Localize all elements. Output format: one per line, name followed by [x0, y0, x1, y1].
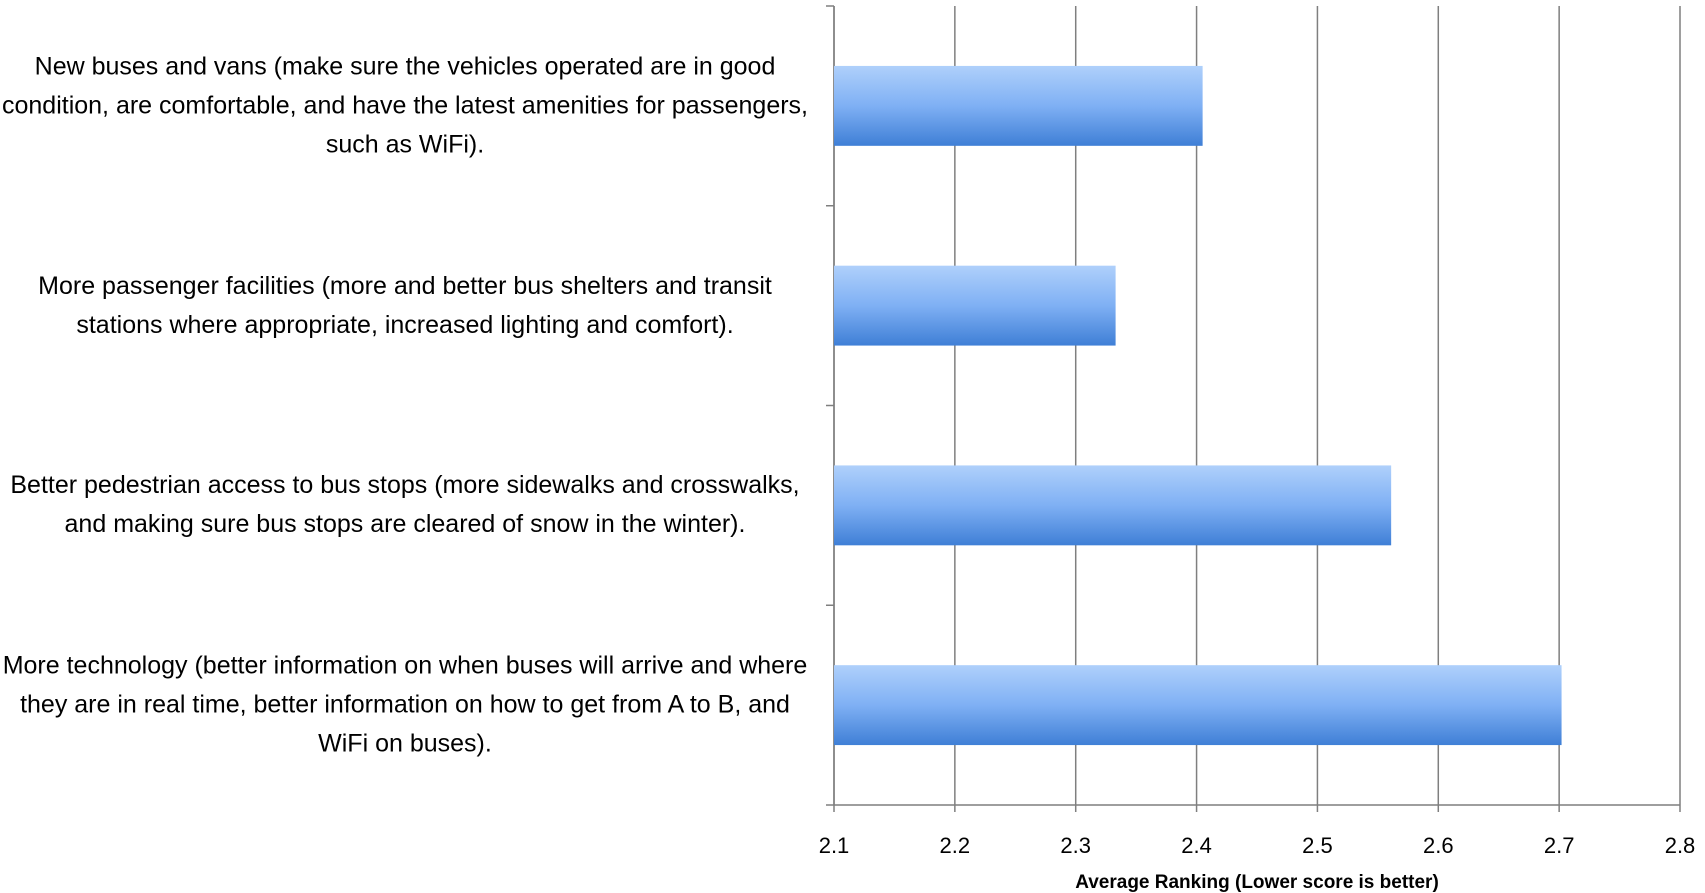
bar	[834, 65, 1203, 146]
x-tick-label: 2.5	[1302, 833, 1333, 858]
x-tick-label: 2.4	[1181, 833, 1212, 858]
x-tick-label: 2.7	[1544, 833, 1575, 858]
y-tick-label: Better pedestrian access to bus stops (m…	[10, 471, 800, 539]
bar	[834, 265, 1116, 346]
y-tick-label: New buses and vans (make sure the vehicl…	[1, 52, 809, 159]
bar	[834, 665, 1562, 746]
x-tick-label: 2.2	[940, 833, 971, 858]
x-tick-label: 2.3	[1060, 833, 1091, 858]
y-tick-label: More passenger facilities (more and bett…	[38, 271, 772, 339]
x-axis-label: Average Ranking (Lower score is better)	[1075, 872, 1439, 893]
x-tick-label: 2.8	[1665, 833, 1696, 858]
x-tick-label: 2.1	[819, 833, 850, 858]
x-tick-label: 2.6	[1423, 833, 1454, 858]
y-tick-label: More technology (better information on w…	[2, 651, 808, 758]
bar	[834, 465, 1392, 546]
